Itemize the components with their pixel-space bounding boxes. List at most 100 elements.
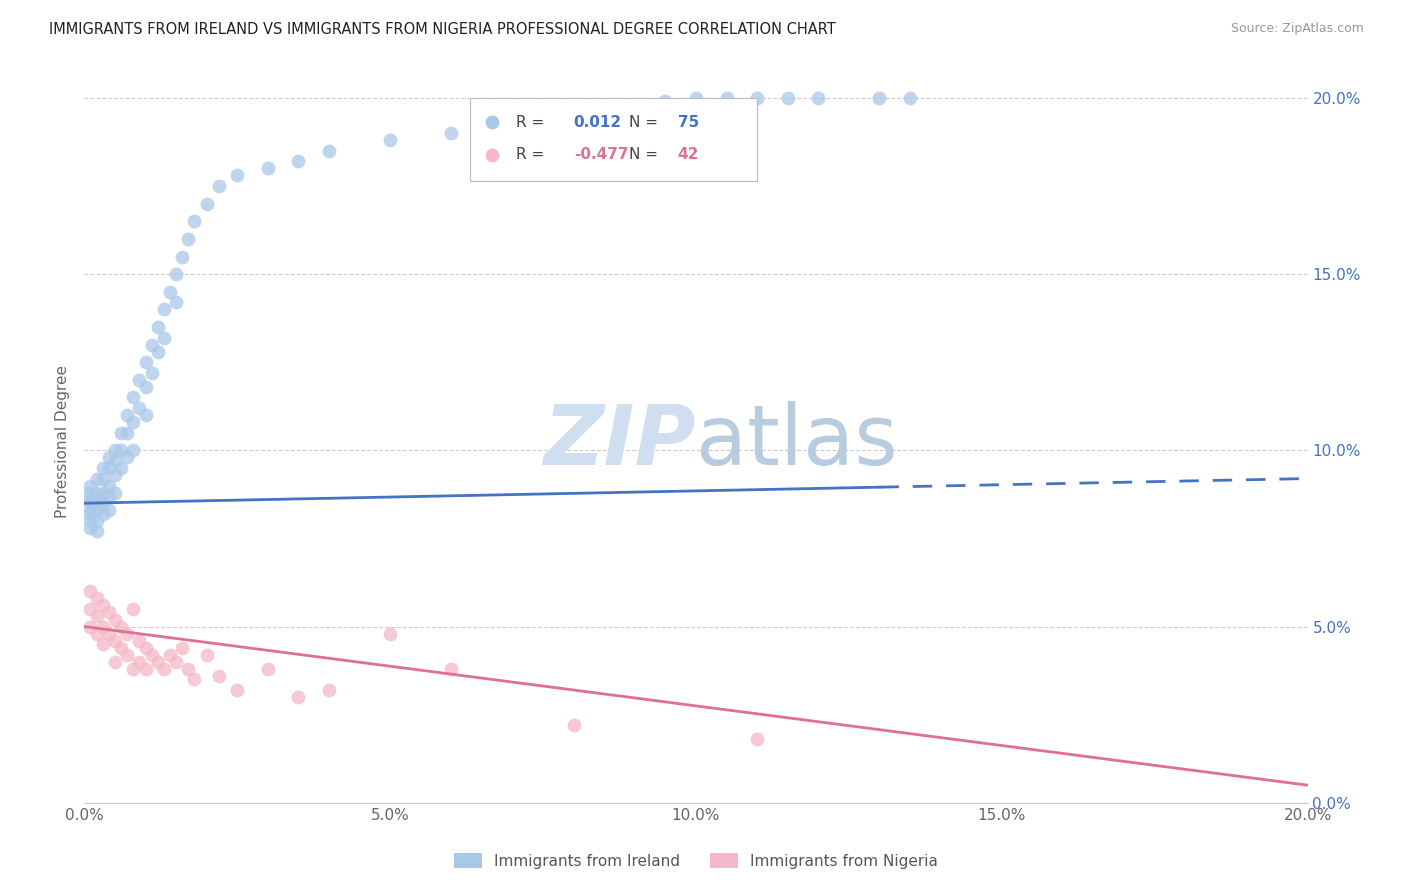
Point: [226, 683, 249, 698]
Point: [122, 415, 145, 429]
Point: [128, 401, 150, 415]
Point: [86, 591, 108, 606]
Point: [165, 655, 187, 669]
Point: [122, 662, 145, 676]
Point: [104, 633, 127, 648]
Point: [380, 626, 402, 640]
Point: [380, 133, 402, 147]
Point: [195, 648, 218, 662]
Point: [79, 584, 101, 599]
Point: [747, 732, 769, 747]
Point: [91, 507, 114, 521]
Point: [747, 91, 769, 105]
Point: [195, 196, 218, 211]
Point: [104, 655, 127, 669]
Point: [153, 330, 176, 344]
Point: [172, 250, 194, 264]
Text: IMMIGRANTS FROM IRELAND VS IMMIGRANTS FROM NIGERIA PROFESSIONAL DEGREE CORRELATI: IMMIGRANTS FROM IRELAND VS IMMIGRANTS FR…: [49, 22, 837, 37]
Point: [97, 489, 120, 503]
Point: [141, 648, 163, 662]
Text: ZIP: ZIP: [543, 401, 696, 482]
Point: [685, 91, 707, 105]
Point: [91, 496, 114, 510]
Text: R =: R =: [516, 115, 550, 129]
Point: [86, 514, 108, 528]
Point: [318, 144, 340, 158]
Point: [97, 461, 120, 475]
Text: N =: N =: [628, 147, 662, 162]
Point: [86, 524, 108, 539]
Point: [104, 468, 127, 483]
Y-axis label: Professional Degree: Professional Degree: [55, 365, 70, 518]
Point: [110, 640, 132, 655]
Point: [153, 662, 176, 676]
Point: [79, 478, 101, 492]
Point: [122, 391, 145, 405]
Point: [79, 496, 101, 510]
Point: [159, 285, 181, 299]
Point: [79, 619, 101, 633]
Point: [177, 662, 200, 676]
Point: [97, 606, 120, 620]
Point: [146, 344, 169, 359]
Point: [146, 655, 169, 669]
Text: R =: R =: [516, 147, 550, 162]
Point: [898, 91, 921, 105]
Text: 75: 75: [678, 115, 699, 129]
Point: [86, 496, 108, 510]
Point: [79, 507, 101, 521]
Text: 42: 42: [678, 147, 699, 162]
Point: [135, 640, 157, 655]
Point: [183, 673, 205, 687]
Point: [79, 503, 101, 517]
Text: N =: N =: [628, 115, 662, 129]
Point: [91, 471, 114, 485]
Point: [287, 154, 309, 169]
Point: [562, 109, 585, 123]
Point: [86, 626, 108, 640]
Point: [110, 461, 132, 475]
Point: [141, 337, 163, 351]
Point: [104, 613, 127, 627]
Point: [135, 355, 157, 369]
Point: [183, 214, 205, 228]
Point: [257, 161, 280, 176]
Point: [440, 662, 463, 676]
Point: [531, 115, 554, 129]
Point: [135, 662, 157, 676]
Point: [91, 599, 114, 613]
Point: [115, 425, 138, 440]
Point: [128, 655, 150, 669]
Point: [97, 503, 120, 517]
Point: [593, 102, 616, 116]
Point: [177, 232, 200, 246]
Text: -0.477: -0.477: [574, 147, 628, 162]
Text: atlas: atlas: [696, 401, 897, 482]
Point: [97, 626, 120, 640]
Point: [287, 690, 309, 704]
Point: [208, 179, 231, 194]
Point: [91, 461, 114, 475]
Point: [91, 637, 114, 651]
Point: [471, 119, 494, 133]
Point: [440, 126, 463, 140]
Point: [110, 443, 132, 458]
Point: [110, 425, 132, 440]
Point: [776, 91, 799, 105]
Point: [86, 503, 108, 517]
Point: [172, 640, 194, 655]
Point: [624, 98, 647, 112]
Point: [128, 373, 150, 387]
Text: Source: ZipAtlas.com: Source: ZipAtlas.com: [1230, 22, 1364, 36]
Point: [86, 609, 108, 624]
Point: [79, 514, 101, 528]
Text: 0.012: 0.012: [574, 115, 621, 129]
Point: [91, 485, 114, 500]
Point: [115, 626, 138, 640]
Point: [115, 450, 138, 465]
Point: [869, 91, 891, 105]
Point: [79, 521, 101, 535]
Point: [110, 619, 132, 633]
Point: [153, 302, 176, 317]
Point: [562, 718, 585, 732]
